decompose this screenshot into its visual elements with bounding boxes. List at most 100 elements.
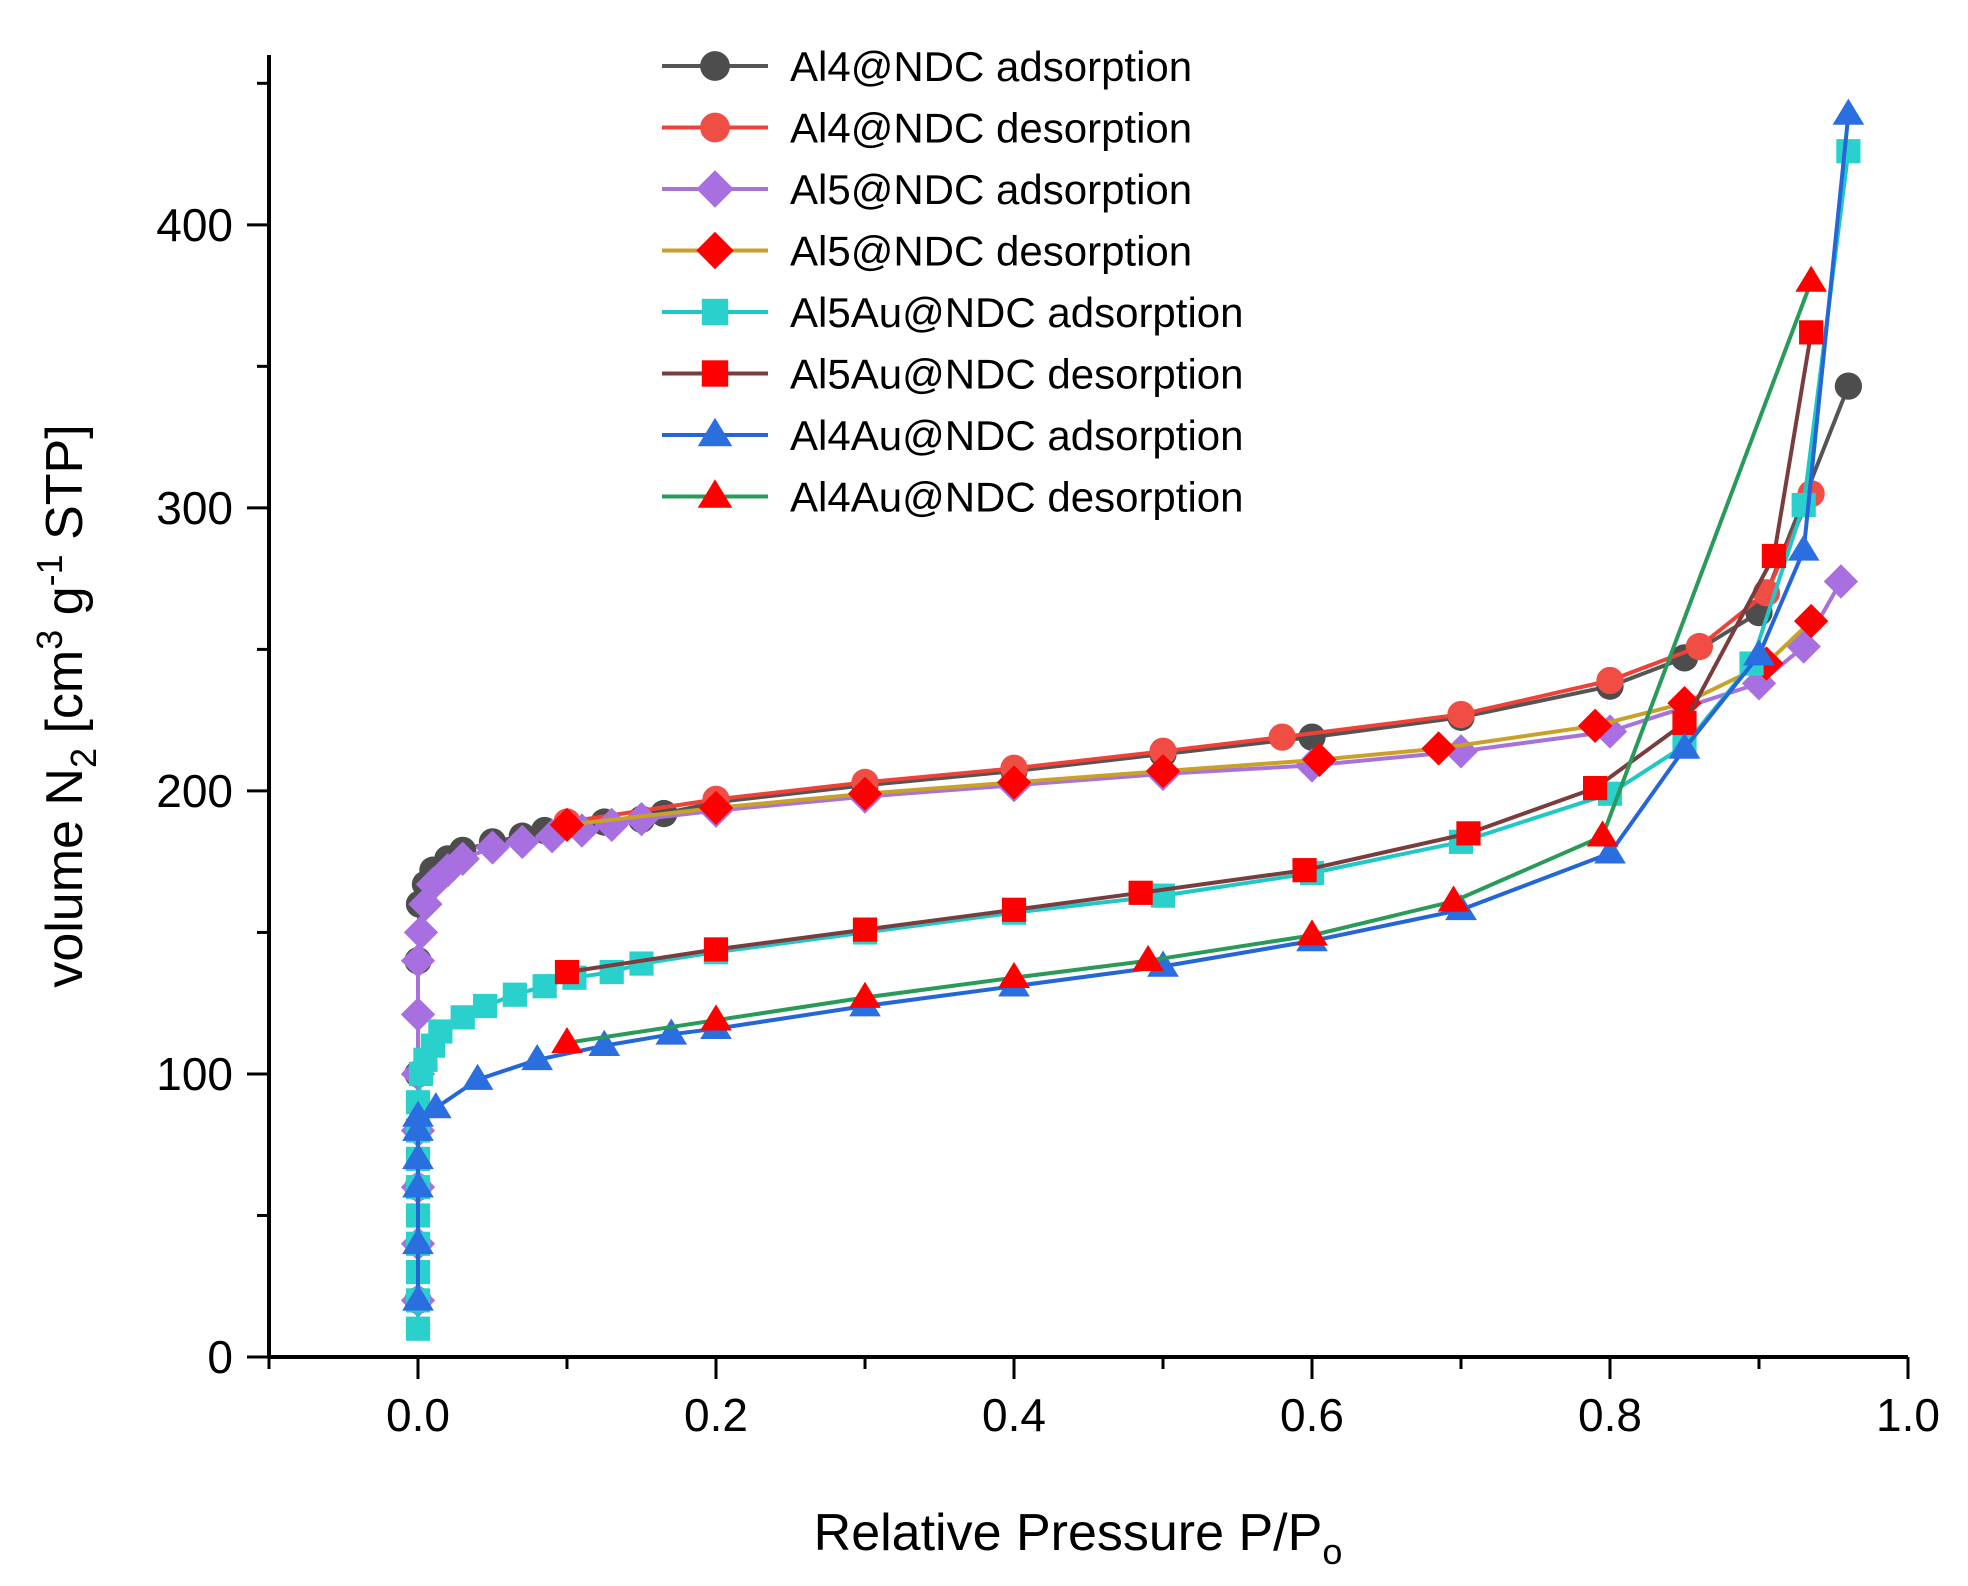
x-tick-label: 0.0 <box>386 1389 450 1441</box>
legend-item-4: Al5@NDC desorption <box>662 228 1192 275</box>
data-point <box>551 1026 583 1054</box>
data-point <box>1823 564 1859 599</box>
legend-marker <box>700 51 730 81</box>
data-point <box>554 959 580 985</box>
legend-item-6: Al5Au@NDC desorption <box>662 351 1244 398</box>
data-point <box>1795 265 1827 292</box>
series-3 <box>400 564 1859 1318</box>
data-point <box>1832 98 1865 125</box>
y-tick-label: 200 <box>156 765 233 817</box>
series-6 <box>554 320 1824 985</box>
data-point <box>408 886 443 922</box>
data-point <box>472 993 498 1019</box>
data-point <box>400 997 436 1032</box>
data-point <box>1836 139 1861 164</box>
legend-label: Al5@NDC desorption <box>790 228 1192 275</box>
x-tick-label: 0.4 <box>982 1389 1046 1441</box>
data-point <box>1421 731 1456 766</box>
data-point <box>1799 320 1824 345</box>
data-point <box>1268 723 1296 751</box>
legend-item-1: Al4@NDC adsorption <box>662 43 1192 90</box>
legend-item-3: Al5@NDC adsorption <box>662 166 1192 213</box>
series-8 <box>551 265 1827 1054</box>
x-tick-label: 0.6 <box>1280 1389 1344 1441</box>
data-point <box>1001 897 1027 922</box>
data-point <box>703 937 729 962</box>
data-point <box>403 915 439 950</box>
legend-item-2: Al4@NDC desorption <box>662 105 1192 152</box>
legend-marker <box>697 417 733 447</box>
data-point <box>1667 686 1702 721</box>
legend-label: Al5Au@NDC desorption <box>790 351 1244 398</box>
legend-marker <box>701 298 729 326</box>
data-point <box>852 917 878 942</box>
series-4 <box>549 603 1829 843</box>
data-point <box>1787 534 1820 561</box>
data-point <box>998 961 1030 989</box>
data-point <box>502 982 527 1007</box>
data-point <box>420 1092 452 1119</box>
x-tick-label: 0.8 <box>1578 1389 1642 1441</box>
y-tick-label: 400 <box>156 199 233 251</box>
data-point <box>1668 732 1701 759</box>
data-point <box>461 1063 494 1090</box>
data-point <box>1761 543 1786 569</box>
data-point <box>402 1284 434 1311</box>
data-point <box>996 765 1032 800</box>
legend-marker <box>696 170 734 208</box>
data-point <box>1834 372 1863 400</box>
x-tick-label: 1.0 <box>1876 1389 1940 1441</box>
series-2 <box>553 480 1825 836</box>
data-point <box>1296 919 1328 946</box>
data-point <box>1132 944 1164 972</box>
y-axis-title: volume N2 [cm3 g-1 STP] <box>29 424 104 987</box>
data-point <box>549 807 585 843</box>
data-point <box>1791 492 1816 518</box>
legend-label: Al5Au@NDC adsorption <box>790 289 1244 336</box>
legend-label: Al4@NDC adsorption <box>790 43 1192 90</box>
data-point <box>1594 837 1626 864</box>
data-point <box>450 1005 475 1030</box>
y-tick-label: 300 <box>156 482 233 534</box>
data-point <box>1793 603 1829 639</box>
data-point <box>700 1004 732 1031</box>
data-point <box>475 830 510 865</box>
legend: Al4@NDC adsorption Al4@NDC desorption Al5@… <box>662 43 1244 521</box>
data-point <box>624 802 659 837</box>
data-point <box>1592 714 1628 749</box>
data-point <box>1583 775 1608 801</box>
data-point <box>1456 821 1481 846</box>
legend-item-8: Al4Au@NDC desorption <box>662 474 1244 521</box>
data-point <box>430 853 465 888</box>
data-point <box>1596 666 1624 695</box>
data-point <box>1685 632 1714 661</box>
data-point <box>588 1029 621 1056</box>
data-point <box>521 1043 554 1071</box>
data-point <box>402 1143 434 1170</box>
legend-label: Al4@NDC desorption <box>790 105 1192 152</box>
x-tick-label: 0.2 <box>684 1389 748 1441</box>
data-point <box>532 974 557 999</box>
legend-item-7: Al4Au@NDC adsorption <box>662 412 1244 459</box>
data-point <box>1586 820 1619 847</box>
data-point <box>1437 885 1470 912</box>
series-line <box>416 580 1843 1301</box>
data-point <box>849 981 881 1008</box>
plot-area <box>400 98 1865 1341</box>
series-line <box>416 385 1851 1301</box>
legend-label: Al5@NDC adsorption <box>790 166 1192 213</box>
data-point <box>428 1019 453 1044</box>
data-point <box>1145 753 1181 789</box>
data-point <box>1447 700 1475 729</box>
data-point <box>1302 742 1337 777</box>
data-point <box>402 1171 434 1198</box>
data-point <box>445 841 480 877</box>
data-point <box>1672 710 1697 736</box>
data-point <box>505 824 540 860</box>
axes: 0.0 0.2 0.4 0.6 0.8 1.0 0 100 200 300 400 <box>156 55 1940 1441</box>
data-point <box>1577 708 1613 743</box>
data-point <box>1292 858 1317 883</box>
legend-marker <box>697 479 733 508</box>
legend-marker <box>700 112 730 143</box>
